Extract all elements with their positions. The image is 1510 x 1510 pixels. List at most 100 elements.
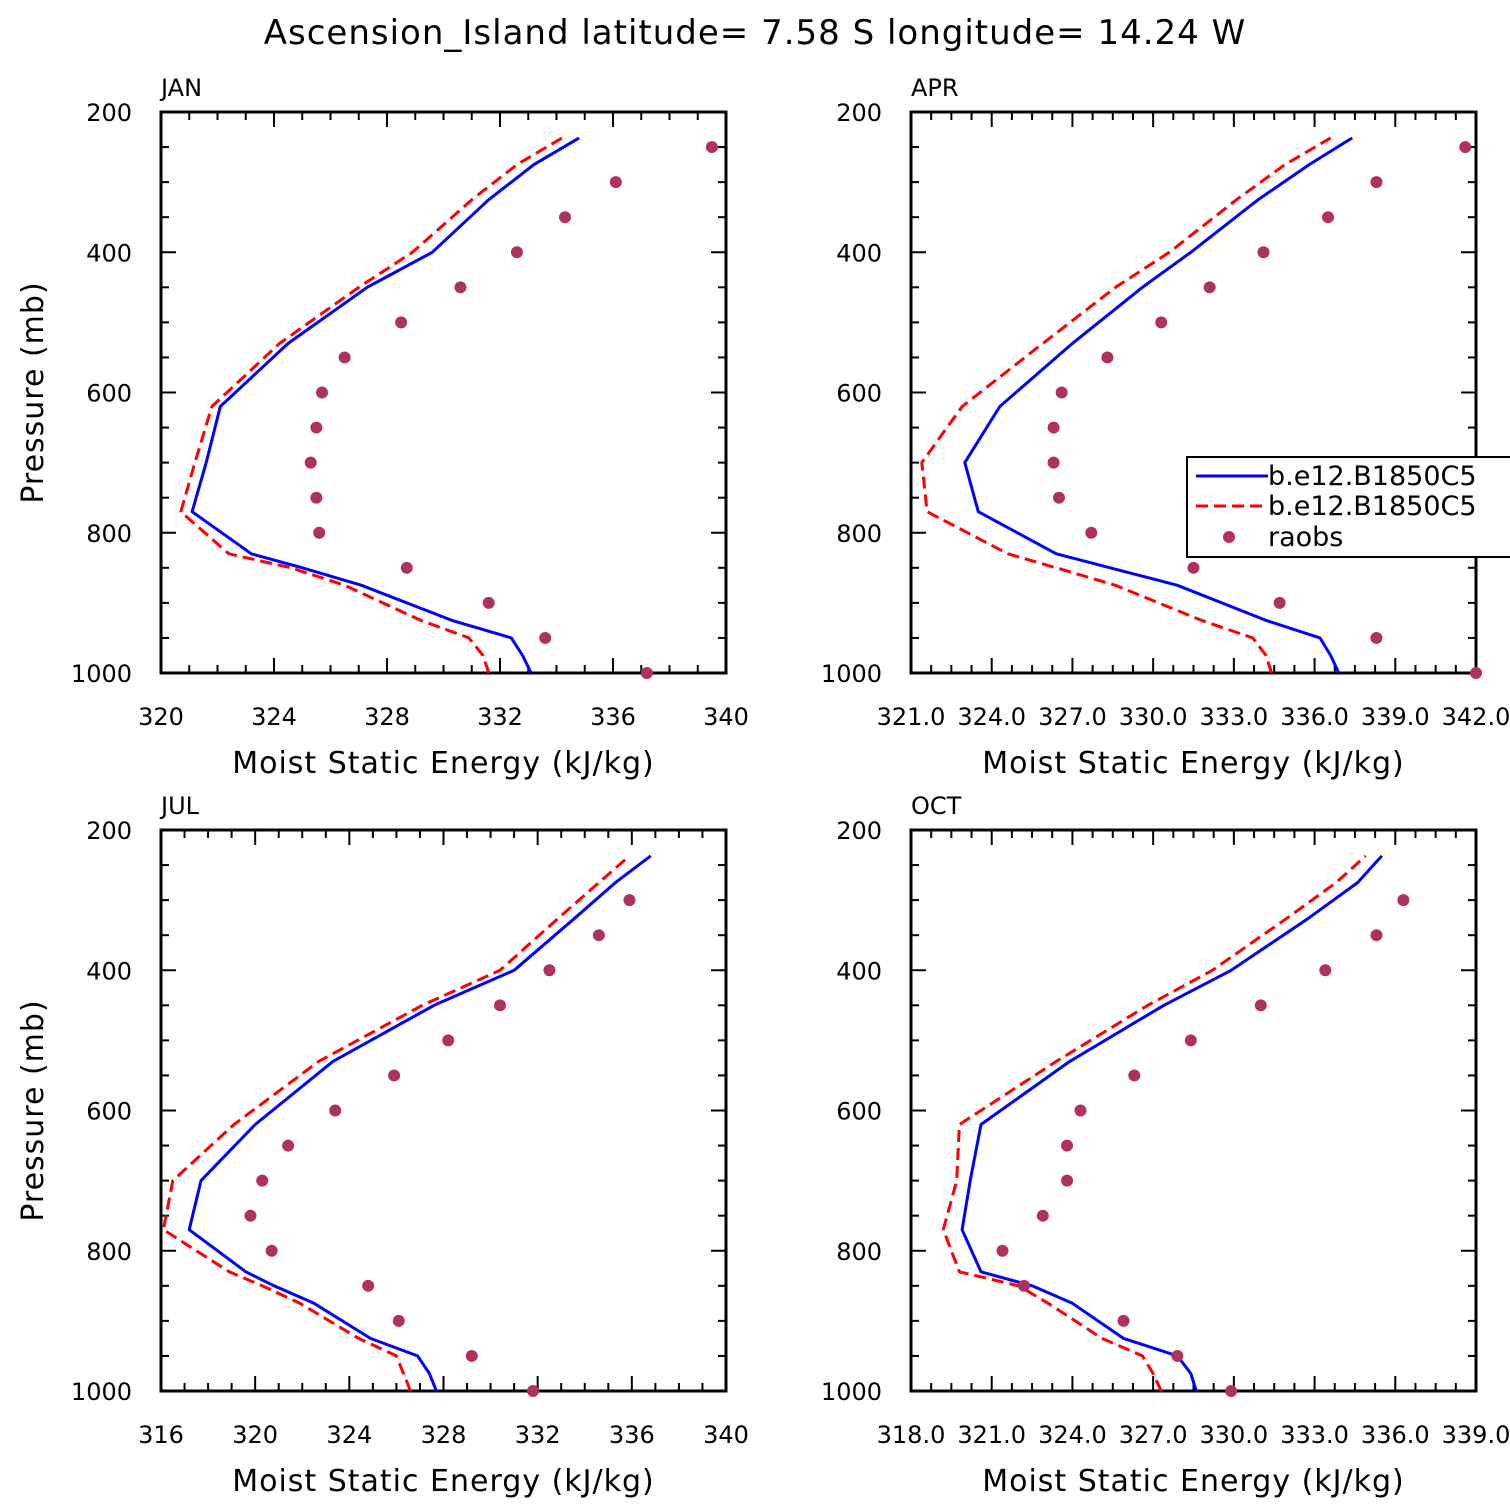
x-tick-label: 320 [232,1421,278,1449]
plot-frame [159,110,728,675]
y-tick-label: 400 [86,957,132,985]
raobs-point [1061,1139,1074,1152]
chart-panels: JAN 320 324 328 332 336 340 200 400 600 800 1000 Moi… [16,74,1510,1499]
raobs-point [329,1104,342,1117]
raobs-point [1128,1069,1141,1082]
legend-label: b.e12.B1850C5 [1268,491,1477,522]
raobs-point [1397,894,1410,907]
raobs-point [1225,1385,1238,1397]
y-tick-label: 600 [836,380,882,408]
raobs-point [1074,1104,1087,1117]
raobs-point [482,596,495,609]
raobs-point [256,1174,269,1187]
raobs-point [454,281,467,294]
x-tick-label: 330.0 [1199,1421,1268,1449]
y-tick-label: 400 [836,957,882,985]
raobs-point [362,1279,375,1292]
raobs-point [1171,1349,1184,1362]
raobs-point [539,631,552,644]
raobs-point [1187,561,1200,574]
raobs-point [465,1349,478,1362]
y-tick-label: 400 [86,239,132,267]
x-tick-label: 321.0 [957,1421,1026,1449]
y-tick-label: 200 [86,817,132,845]
y-tick-label: 1000 [821,660,882,688]
raobs-point [494,999,506,1012]
x-axis-label: Moist Static Energy (kJ/kg) [232,746,655,781]
raobs-point [1055,386,1068,399]
raobs-point [623,894,636,907]
x-tick-label: 332 [515,1421,561,1449]
x-tick-label: 336 [609,1421,655,1449]
x-tick-label: 316 [138,1421,184,1449]
x-tick-label: 340 [703,1421,749,1449]
x-tick-label: 330.0 [1119,703,1188,731]
x-tick-label: 324 [251,703,297,731]
model-line-solid [190,136,580,673]
raobs-point [1322,211,1335,224]
raobs-point [338,351,351,364]
y-tick-label: 200 [836,817,882,845]
raobs-point [1370,176,1383,189]
x-tick-label: 342.0 [1442,703,1510,731]
raobs-point [1117,1314,1130,1327]
chart-panel-jan: JAN 320 324 328 332 336 340 200 400 600 800 1000 Moi… [16,74,749,781]
raobs-point [1061,1174,1074,1187]
x-axis-label: Moist Static Energy (kJ/kg) [232,1464,655,1499]
plot-area [941,854,1383,1391]
raobs-point [1370,631,1383,644]
y-axis-label: Pressure (mb) [16,999,51,1221]
panel-label: JUL [159,792,200,820]
x-axis-label: Moist Static Energy (kJ/kg) [982,746,1405,781]
x-tick-label: 336 [590,703,636,731]
model-line-dashed [161,854,631,1391]
raobs-point [244,1209,257,1222]
x-tick-label: 333.0 [1199,703,1268,731]
raobs-point [265,1244,278,1257]
y-tick-label: 800 [836,520,882,548]
raobs-point [510,246,523,259]
y-tick-label: 1000 [71,660,132,688]
raobs-point [400,561,413,574]
raobs-point [313,526,326,539]
model-line-solid [960,854,1383,1391]
model-line-solid [963,136,1353,673]
x-tick-label: 324 [326,1421,372,1449]
x-tick-label: 320 [138,703,184,731]
raobs-point [1203,281,1216,294]
plot-area [179,136,580,673]
raobs-point [310,421,323,434]
raobs-point [304,456,317,469]
x-tick-label: 336.0 [1280,703,1349,731]
raobs-point [442,1034,455,1047]
raobs-point [392,1314,405,1327]
y-tick-label: 200 [836,99,882,127]
x-tick-label: 332 [477,703,523,731]
x-axis-label: Moist Static Energy (kJ/kg) [982,1464,1405,1499]
legend-marker [1223,531,1235,543]
raobs-point [1257,246,1270,259]
x-tick-label: 321.0 [877,703,946,731]
x-tick-label: 324.0 [1038,1421,1107,1449]
raobs-point [1254,999,1267,1012]
x-tick-label: 339.0 [1361,703,1430,731]
raobs-point [1085,526,1098,539]
legend-label: raobs [1268,522,1343,553]
raobs-point [592,929,605,942]
plot-frame [159,828,728,1393]
y-tick-label: 600 [86,1098,132,1126]
y-tick-label: 800 [836,1238,882,1266]
model-line-dashed [941,854,1367,1391]
x-tick-label: 324.0 [957,703,1026,731]
plot-frame [909,828,1478,1393]
x-tick-label: 327.0 [1119,1421,1188,1449]
y-tick-label: 1000 [821,1378,882,1406]
raobs-point [1047,456,1060,469]
raobs-point [705,141,718,154]
raobs-point [1036,1209,1049,1222]
raobs-point [1273,596,1286,609]
y-tick-label: 400 [836,239,882,267]
raobs-point [1459,141,1472,154]
